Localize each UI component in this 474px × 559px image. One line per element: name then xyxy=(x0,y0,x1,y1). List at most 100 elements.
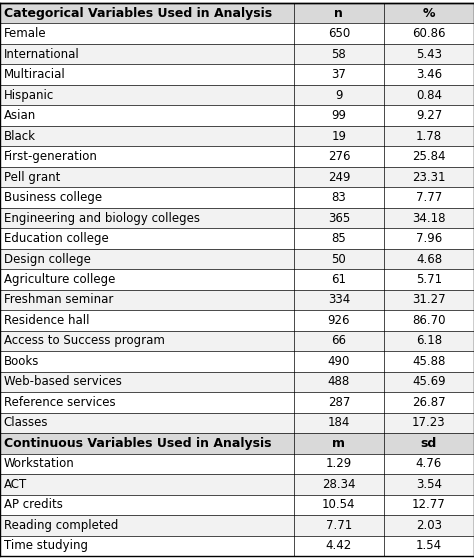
Bar xyxy=(0,187,474,208)
Bar xyxy=(0,167,474,187)
Text: Web-based services: Web-based services xyxy=(4,376,122,389)
Text: Access to Success program: Access to Success program xyxy=(4,334,164,348)
Text: Classes: Classes xyxy=(4,416,48,429)
Text: 4.42: 4.42 xyxy=(326,539,352,552)
Text: 66: 66 xyxy=(331,334,346,348)
Text: 34.18: 34.18 xyxy=(412,211,446,225)
Text: 1.54: 1.54 xyxy=(416,539,442,552)
Bar xyxy=(0,105,474,126)
Bar xyxy=(0,331,474,351)
Text: 7.96: 7.96 xyxy=(416,232,442,245)
Text: 3.46: 3.46 xyxy=(416,68,442,81)
Text: 488: 488 xyxy=(328,376,350,389)
Bar xyxy=(0,474,474,495)
Text: 365: 365 xyxy=(328,211,350,225)
Text: First-generation: First-generation xyxy=(4,150,98,163)
Text: 58: 58 xyxy=(331,48,346,60)
Text: Pell grant: Pell grant xyxy=(4,170,60,183)
Text: Residence hall: Residence hall xyxy=(4,314,89,327)
Text: 490: 490 xyxy=(328,355,350,368)
Bar xyxy=(0,536,474,556)
Text: 61: 61 xyxy=(331,273,346,286)
Text: 4.68: 4.68 xyxy=(416,253,442,266)
Bar xyxy=(0,64,474,85)
Text: Black: Black xyxy=(4,130,36,143)
Text: 1.78: 1.78 xyxy=(416,130,442,143)
Text: Hispanic: Hispanic xyxy=(4,88,54,102)
Text: 5.43: 5.43 xyxy=(416,48,442,60)
Text: Female: Female xyxy=(4,27,46,40)
Text: Multiracial: Multiracial xyxy=(4,68,65,81)
Bar xyxy=(0,290,474,310)
Text: Agriculture college: Agriculture college xyxy=(4,273,115,286)
Text: Design college: Design college xyxy=(4,253,91,266)
Text: 45.88: 45.88 xyxy=(412,355,446,368)
Text: 4.76: 4.76 xyxy=(416,457,442,471)
Text: 45.69: 45.69 xyxy=(412,376,446,389)
Bar xyxy=(0,372,474,392)
Bar xyxy=(0,392,474,413)
Text: Freshman seminar: Freshman seminar xyxy=(4,293,113,306)
Text: Books: Books xyxy=(4,355,39,368)
Text: Time studying: Time studying xyxy=(4,539,88,552)
Text: 184: 184 xyxy=(328,416,350,429)
Bar xyxy=(0,433,474,454)
Bar xyxy=(0,85,474,105)
Bar xyxy=(0,269,474,290)
Text: Categorical Variables Used in Analysis: Categorical Variables Used in Analysis xyxy=(4,7,272,20)
Text: 86.70: 86.70 xyxy=(412,314,446,327)
Text: 650: 650 xyxy=(328,27,350,40)
Text: n: n xyxy=(335,7,343,20)
Text: Engineering and biology colleges: Engineering and biology colleges xyxy=(4,211,200,225)
Bar xyxy=(0,351,474,372)
Text: 85: 85 xyxy=(331,232,346,245)
Text: m: m xyxy=(332,437,346,450)
Text: 50: 50 xyxy=(331,253,346,266)
Text: 3.54: 3.54 xyxy=(416,478,442,491)
Text: 926: 926 xyxy=(328,314,350,327)
Text: Education college: Education college xyxy=(4,232,109,245)
Text: sd: sd xyxy=(421,437,437,450)
Text: 60.86: 60.86 xyxy=(412,27,446,40)
Bar xyxy=(0,413,474,433)
Text: International: International xyxy=(4,48,80,60)
Bar xyxy=(0,44,474,64)
Text: 83: 83 xyxy=(331,191,346,204)
Bar xyxy=(0,249,474,269)
Text: 17.23: 17.23 xyxy=(412,416,446,429)
Bar xyxy=(0,146,474,167)
Text: Business college: Business college xyxy=(4,191,102,204)
Bar xyxy=(0,3,474,23)
Text: 26.87: 26.87 xyxy=(412,396,446,409)
Text: 334: 334 xyxy=(328,293,350,306)
Bar xyxy=(0,515,474,536)
Bar xyxy=(0,208,474,228)
Bar xyxy=(0,23,474,44)
Text: Asian: Asian xyxy=(4,109,36,122)
Text: 5.71: 5.71 xyxy=(416,273,442,286)
Text: 9: 9 xyxy=(335,88,343,102)
Text: 1.29: 1.29 xyxy=(326,457,352,471)
Text: 10.54: 10.54 xyxy=(322,499,356,511)
Text: 6.18: 6.18 xyxy=(416,334,442,348)
Text: 37: 37 xyxy=(331,68,346,81)
Text: 249: 249 xyxy=(328,170,350,183)
Text: 99: 99 xyxy=(331,109,346,122)
Bar xyxy=(0,495,474,515)
Text: AP credits: AP credits xyxy=(4,499,63,511)
Text: 276: 276 xyxy=(328,150,350,163)
Bar xyxy=(0,126,474,146)
Text: 23.31: 23.31 xyxy=(412,170,446,183)
Text: 7.77: 7.77 xyxy=(416,191,442,204)
Text: %: % xyxy=(423,7,435,20)
Bar xyxy=(0,310,474,331)
Bar xyxy=(0,228,474,249)
Text: Continuous Variables Used in Analysis: Continuous Variables Used in Analysis xyxy=(4,437,271,450)
Text: 9.27: 9.27 xyxy=(416,109,442,122)
Text: Workstation: Workstation xyxy=(4,457,74,471)
Text: 287: 287 xyxy=(328,396,350,409)
Text: Reference services: Reference services xyxy=(4,396,115,409)
Text: Reading completed: Reading completed xyxy=(4,519,118,532)
Text: 28.34: 28.34 xyxy=(322,478,356,491)
Text: 7.71: 7.71 xyxy=(326,519,352,532)
